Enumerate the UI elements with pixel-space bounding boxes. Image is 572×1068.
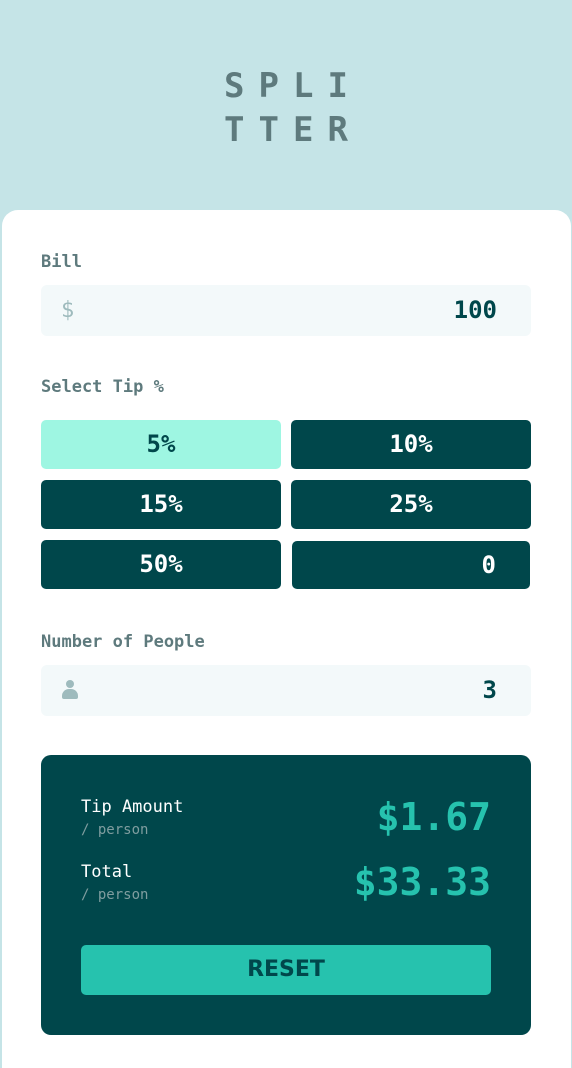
- total-label: Total: [81, 862, 132, 882]
- tip-option-10[interactable]: 10%: [291, 420, 531, 469]
- people-value[interactable]: 3: [483, 665, 497, 716]
- logo-line-2: TTER: [0, 108, 572, 152]
- logo: SPLI TTER: [0, 64, 572, 152]
- person-icon: [62, 680, 78, 700]
- logo-line-1: SPLI: [0, 64, 572, 108]
- results-panel: Tip Amount / person $1.67 Total / person…: [41, 755, 531, 1035]
- bill-value[interactable]: 100: [454, 285, 497, 336]
- tip-option-25[interactable]: 25%: [291, 480, 531, 529]
- tip-amount-label: Tip Amount: [81, 797, 183, 817]
- people-label: Number of People: [41, 632, 205, 652]
- tip-option-50[interactable]: 50%: [41, 540, 281, 589]
- dollar-icon: $: [61, 285, 74, 336]
- tip-option-15[interactable]: 15%: [41, 480, 281, 529]
- bill-input[interactable]: $ 100: [41, 285, 531, 336]
- reset-button[interactable]: RESET: [81, 945, 491, 995]
- tip-option-5[interactable]: 5%: [41, 420, 281, 469]
- tip-amount-sub: / person: [81, 822, 148, 838]
- tip-custom-input[interactable]: 0: [292, 541, 530, 589]
- bill-label: Bill: [41, 252, 82, 272]
- total-value: $33.33: [354, 860, 491, 904]
- total-sub: / person: [81, 887, 148, 903]
- people-input[interactable]: 3: [41, 665, 531, 716]
- calculator-card: Bill $ 100 Select Tip % 5% 10% 15% 25% 5…: [2, 210, 571, 1068]
- tip-amount-value: $1.67: [377, 795, 491, 839]
- select-tip-label: Select Tip %: [41, 377, 164, 397]
